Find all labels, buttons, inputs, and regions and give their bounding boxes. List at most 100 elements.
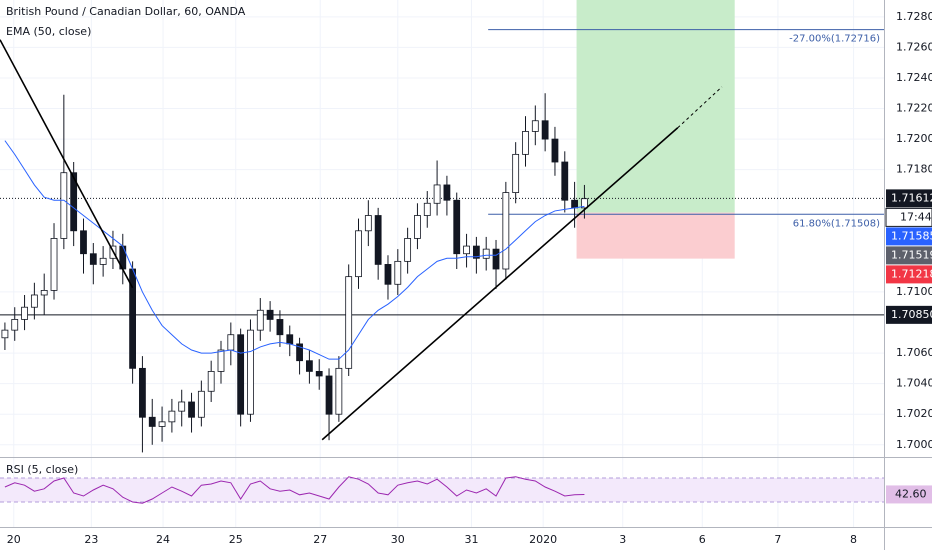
candle-body	[296, 343, 303, 362]
candle-body	[345, 276, 353, 369]
fib-label: -27.00%(1.72716)	[789, 34, 880, 45]
rsi-tag	[886, 485, 932, 504]
candle-body	[178, 401, 186, 412]
y-tick-label: 1.72000	[896, 132, 932, 145]
candle-body	[571, 199, 578, 209]
candle-body	[286, 334, 294, 345]
candle-body	[394, 260, 402, 285]
price-tag-label: 1.71612	[891, 191, 932, 204]
rsi-line	[4, 476, 585, 504]
candle-body	[227, 334, 235, 351]
indicator-label: EMA (50, close)	[6, 25, 91, 38]
candle-body	[237, 334, 245, 415]
y-tick-label: 1.71800	[896, 163, 932, 176]
candle-body	[60, 172, 68, 239]
candle-body	[443, 184, 451, 201]
candle-body	[70, 172, 78, 232]
candle-body	[551, 138, 559, 163]
candle-body	[256, 309, 264, 331]
trendline	[0, 39, 134, 289]
x-tick-label: 8	[850, 533, 857, 546]
x-tick-label: 27	[313, 533, 327, 546]
price-tag-label: 1.70850	[891, 308, 932, 321]
y-tick-label: 1.70200	[896, 407, 932, 420]
loss-zone	[576, 212, 735, 259]
trendline	[321, 127, 679, 441]
candle-body	[11, 319, 19, 331]
rsi-label: RSI (5, close)	[6, 463, 78, 476]
candle-body	[404, 238, 412, 262]
x-tick-label: 31	[464, 533, 478, 546]
candle-body	[139, 367, 146, 418]
y-tick-label: 1.72200	[896, 102, 932, 115]
candle-body	[472, 245, 480, 259]
candle-body	[384, 264, 392, 285]
candle-body	[453, 199, 461, 255]
price-tag-label: 1.71585	[891, 229, 932, 242]
candle-body	[522, 131, 529, 155]
price-tag	[886, 189, 932, 208]
chart-title: British Pound / Canadian Dollar, 60, OAN…	[6, 5, 246, 18]
fib-label: 61.80%(1.71508)	[793, 218, 880, 229]
x-tick-label: 30	[391, 533, 405, 546]
candle-body	[414, 215, 421, 239]
candle-body	[325, 375, 333, 415]
price-tag	[886, 227, 932, 246]
candle-body	[21, 306, 28, 320]
x-tick-label: 2020	[529, 533, 557, 546]
candle-body	[463, 245, 470, 255]
candle-body	[207, 371, 215, 392]
x-tick-label: 20	[7, 533, 21, 546]
y-tick-label: 1.72800	[896, 10, 932, 23]
y-tick-label: 1.70400	[896, 377, 932, 390]
candle-body	[158, 421, 166, 427]
x-tick-label: 6	[699, 533, 706, 546]
candle-body	[315, 371, 323, 377]
candle-body	[217, 349, 225, 372]
price-tag	[886, 305, 932, 324]
candle-body	[364, 215, 372, 232]
candle-body	[168, 410, 176, 423]
candle-body	[266, 309, 274, 320]
candle-body	[531, 120, 539, 132]
y-tick-label: 1.70000	[896, 438, 932, 451]
candle-body	[197, 390, 205, 418]
y-tick-label: 1.72600	[896, 40, 932, 53]
candle-body	[423, 202, 431, 216]
candle-body	[433, 184, 441, 204]
candle-body	[541, 120, 549, 140]
candle-body	[355, 230, 362, 278]
x-tick-label: 3	[619, 533, 626, 546]
candle-body	[305, 360, 313, 372]
candle-body	[30, 294, 38, 308]
candle-body	[561, 161, 569, 201]
candle-body	[89, 253, 97, 265]
y-tick-label: 1.70600	[896, 346, 932, 359]
y-tick-label: 1.71000	[896, 285, 932, 298]
candle-body	[50, 238, 58, 291]
price-tag-label: 1.71218	[891, 267, 932, 280]
profit-zone	[576, 0, 735, 213]
candle-body	[581, 198, 588, 209]
price-tag-label: 1.71519	[891, 248, 932, 261]
y-tick-label: 1.72400	[896, 71, 932, 84]
candle-body	[188, 401, 195, 418]
candle-body	[40, 290, 48, 296]
candle-body	[276, 319, 284, 336]
candle-body	[99, 257, 107, 265]
rsi-band	[0, 478, 884, 502]
candle-body	[1, 329, 9, 339]
rsi-tag-label: 42.60	[895, 487, 927, 500]
price-tag	[886, 265, 932, 284]
x-tick-label: 25	[229, 533, 243, 546]
candle-body	[247, 329, 254, 415]
candle-body	[502, 192, 510, 270]
x-tick-label: 24	[156, 533, 170, 546]
price-tag	[886, 246, 932, 265]
countdown: 17:44	[900, 210, 932, 223]
x-tick-label: 23	[84, 533, 98, 546]
candle-body	[482, 248, 490, 259]
candle-body	[512, 153, 520, 193]
